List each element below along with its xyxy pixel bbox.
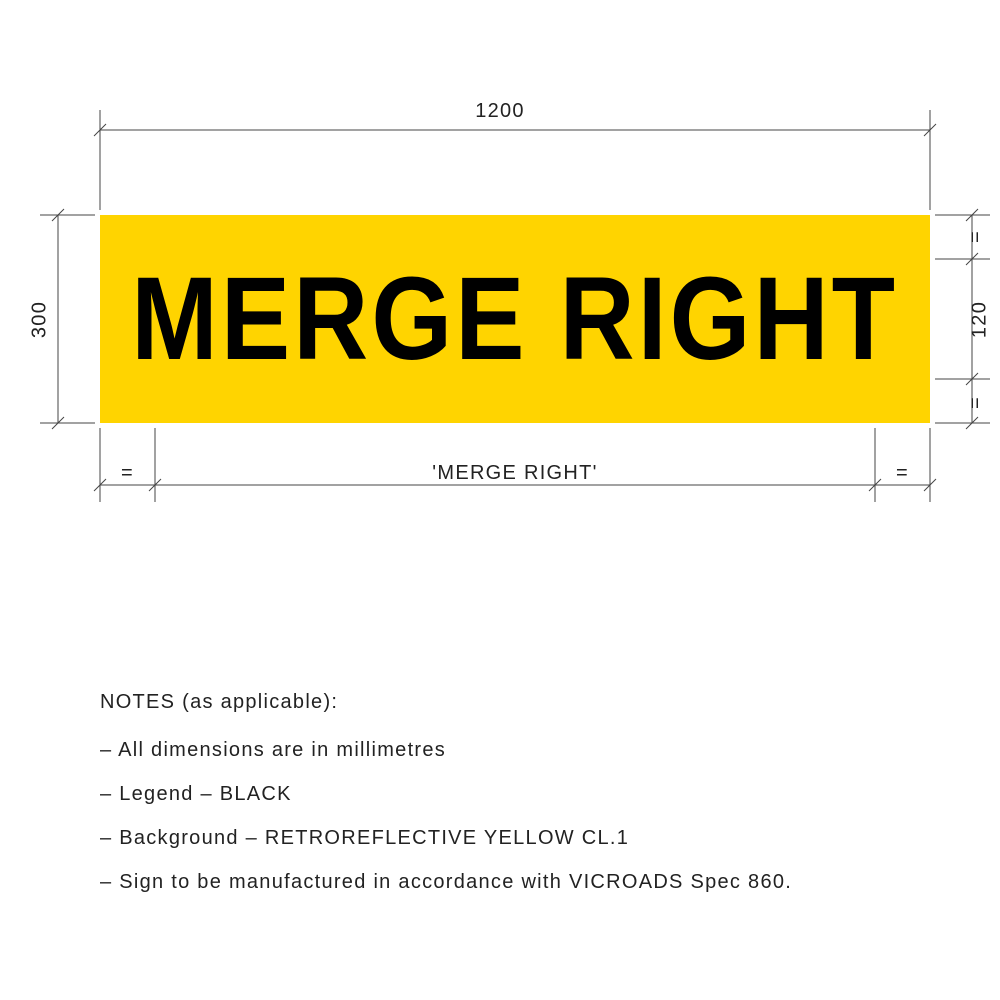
notes-item: Background – RETROREFLECTIVE YELLOW CL.1 xyxy=(100,816,792,860)
dim-label-right-top-eq: = xyxy=(965,217,988,257)
drawing-canvas: MERGE RIGHT xyxy=(0,0,1000,1000)
dim-label-width: 1200 xyxy=(0,100,1000,123)
notes-item: Sign to be manufactured in accordance wi… xyxy=(100,860,792,904)
notes-item: All dimensions are in millimetres xyxy=(100,728,792,772)
dim-label-bottom-center: 'MERGE RIGHT' xyxy=(155,462,875,485)
notes-title: NOTES (as applicable): xyxy=(100,680,792,724)
dim-label-bottom-left-eq: = xyxy=(100,462,155,485)
dim-label-right-bot-eq: = xyxy=(965,383,988,423)
notes-item: Legend – BLACK xyxy=(100,772,792,816)
notes-block: NOTES (as applicable): All dimensions ar… xyxy=(100,680,792,904)
dim-label-text-height: 120 xyxy=(969,290,992,350)
dim-label-height: 300 xyxy=(29,290,52,350)
dim-label-bottom-right-eq: = xyxy=(875,462,930,485)
